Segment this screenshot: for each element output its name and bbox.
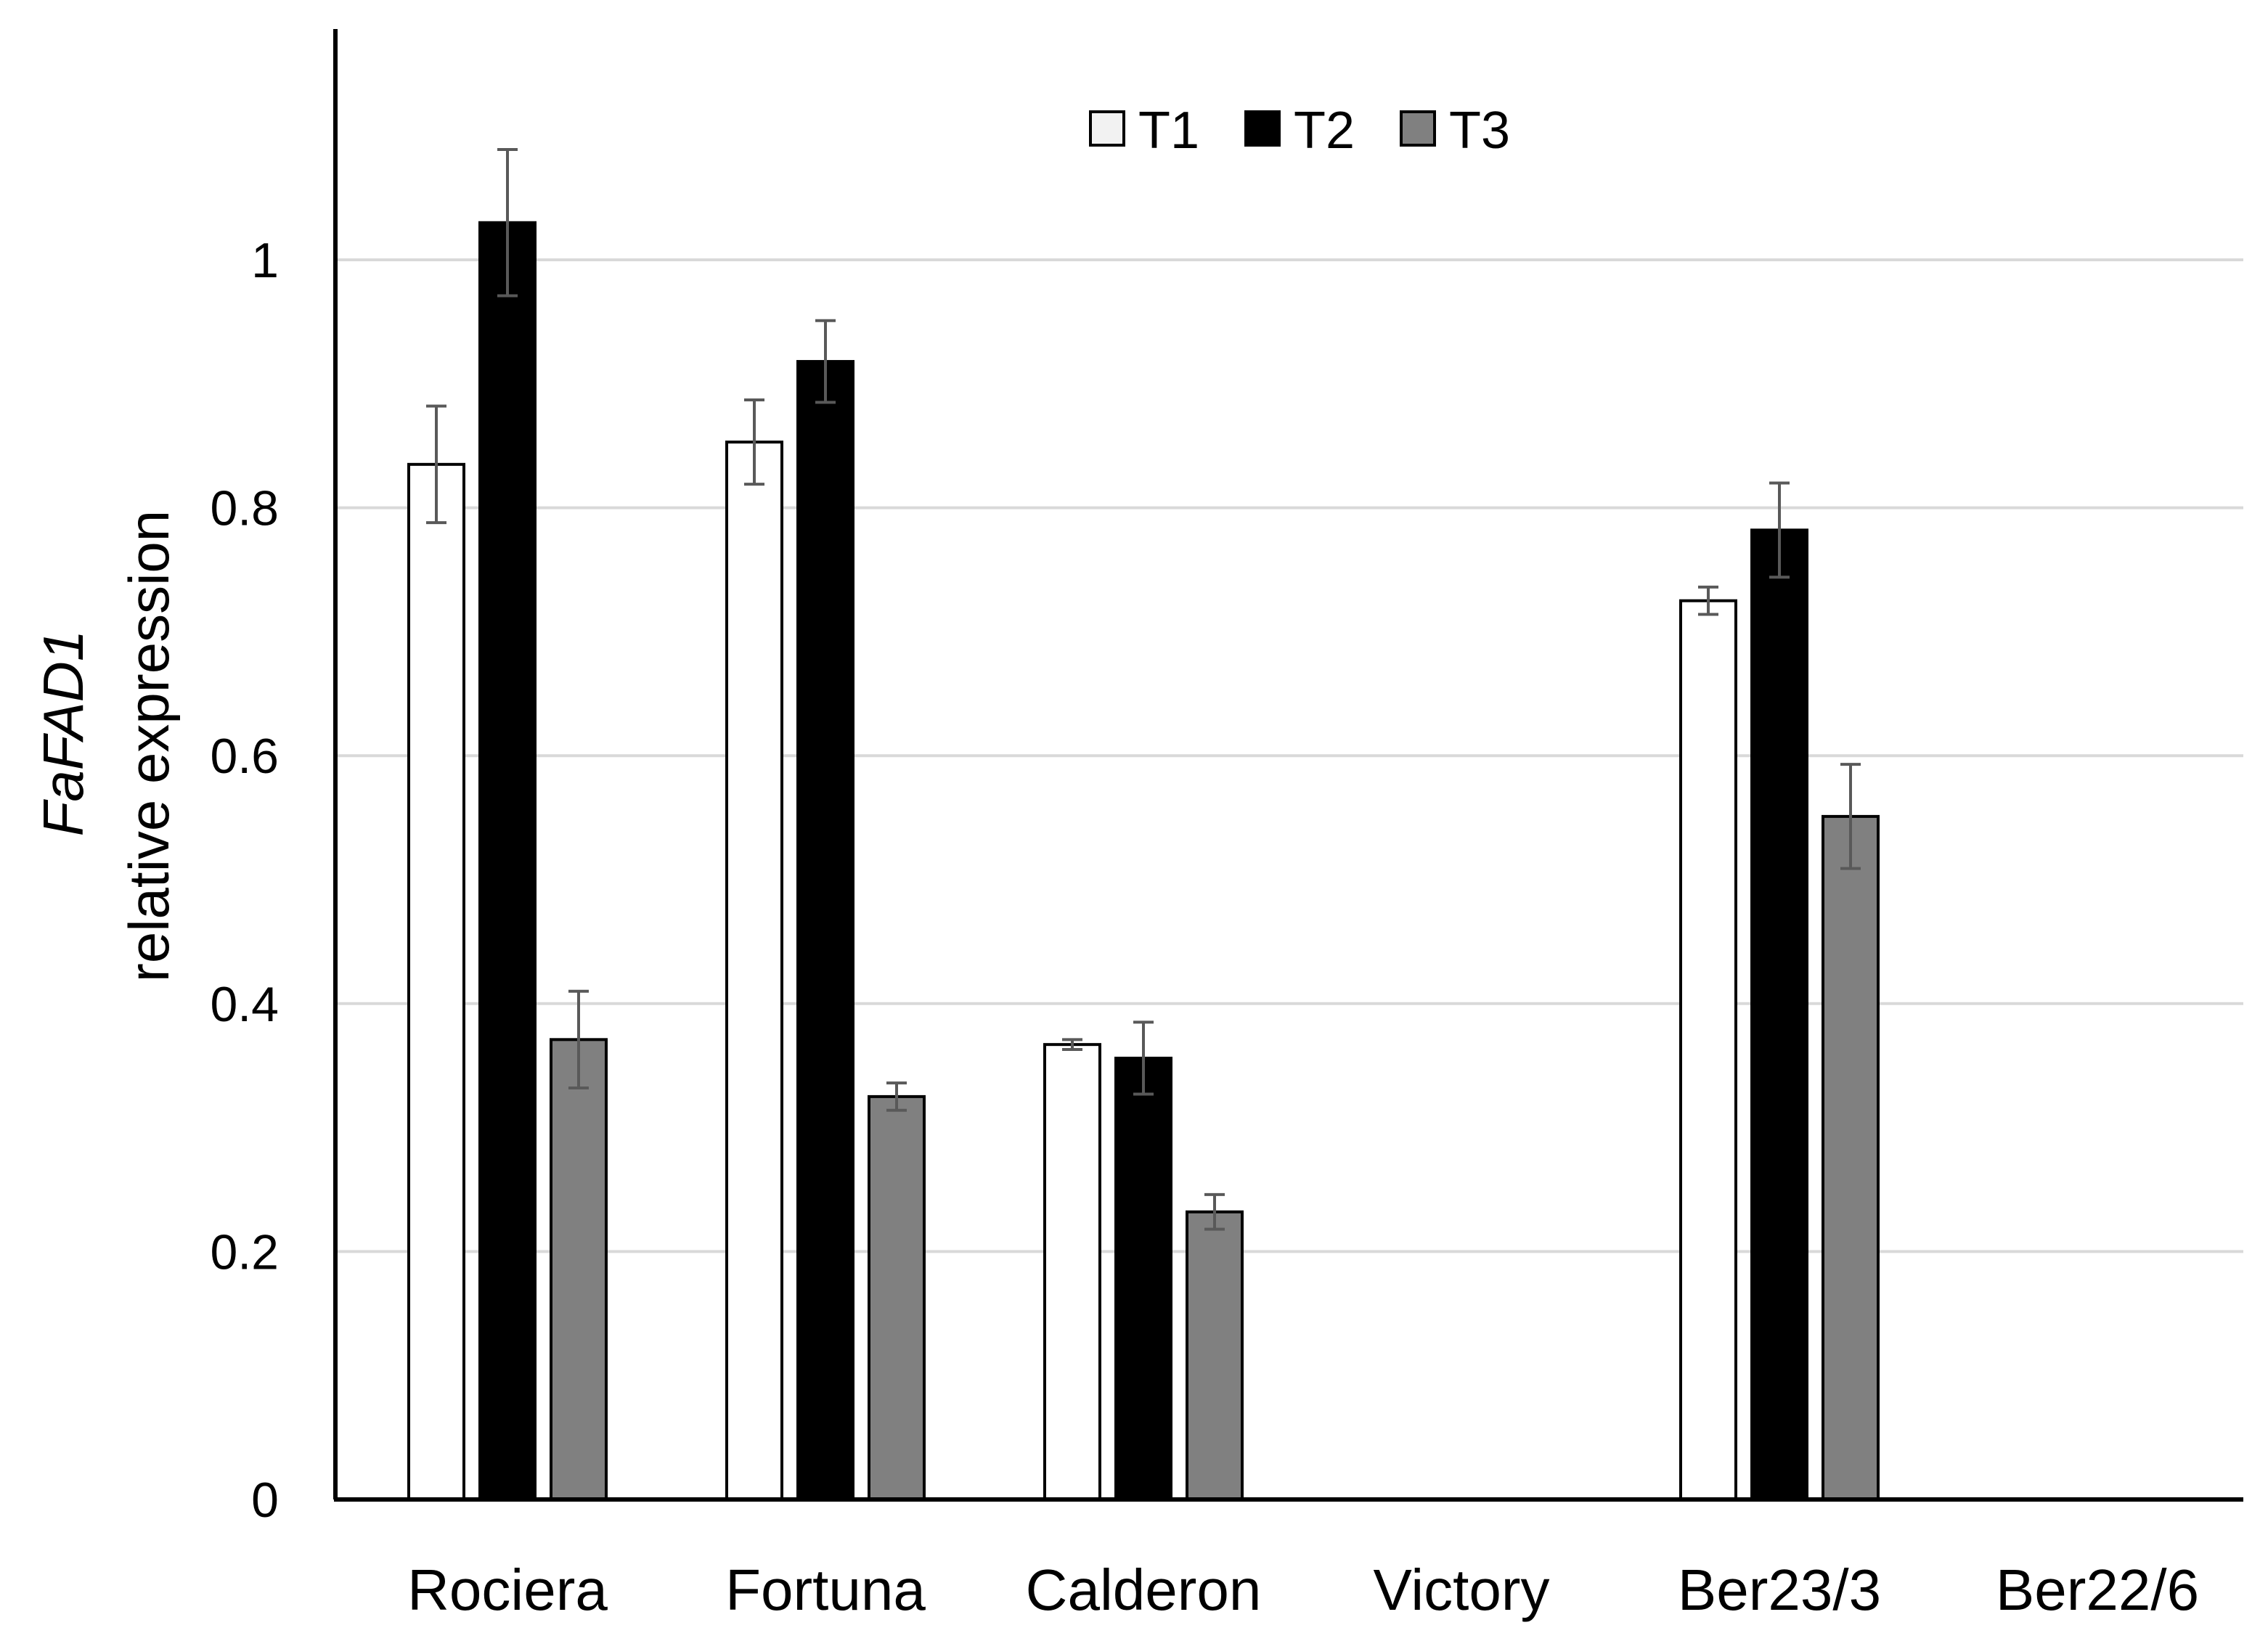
category-labels: Rociera Fortuna Calderon Victory Ber23/3 Ber2… — [407, 1558, 2199, 1622]
legend-swatch-t2 — [1244, 110, 1281, 147]
bar-t2-rociera — [478, 221, 537, 1501]
y-tick-label: 1 — [251, 233, 279, 288]
category-label: Ber22/6 — [1996, 1558, 2199, 1622]
y-tick-label: 0.2 — [210, 1224, 279, 1280]
bar-t3-ber233 — [1822, 814, 1880, 1501]
bar-t1-fortuna — [725, 441, 783, 1501]
legend-label-t1: T1 — [1138, 102, 1199, 160]
y-tick-label: 0 — [251, 1473, 279, 1528]
bar-t3-fortuna — [868, 1094, 926, 1501]
axes — [333, 29, 2243, 1502]
y-tick-label: 0.8 — [210, 481, 279, 536]
bars — [407, 221, 1880, 1502]
gridlines — [335, 258, 2243, 1253]
category-label: Victory — [1373, 1558, 1549, 1622]
y-tick-label: 0.4 — [210, 977, 279, 1032]
bar-t3-calderon — [1186, 1210, 1244, 1502]
bar-t1-rociera — [407, 462, 465, 1502]
legend: T1 T2 T3 — [1089, 102, 1510, 160]
bar-t2-calderon — [1114, 1056, 1172, 1501]
category-label: Fortuna — [725, 1558, 926, 1622]
legend-swatch-t1 — [1089, 110, 1125, 147]
category-label: Ber23/3 — [1678, 1558, 1881, 1622]
bar-t2-fortuna — [796, 360, 854, 1501]
y-axis-title: FaFAD1 relative expression — [31, 510, 181, 982]
category-label: Calderon — [1026, 1558, 1262, 1622]
y-axis-gene-label: FaFAD1 — [31, 630, 95, 837]
legend-label-t3: T3 — [1449, 102, 1510, 160]
y-axis-label: relative expression — [117, 510, 181, 982]
y-tick-labels: 0 0.2 0.4 0.6 0.8 1 — [210, 233, 279, 1528]
bar-t3-rociera — [550, 1038, 608, 1502]
bar-t1-ber233 — [1679, 599, 1737, 1502]
legend-label-t2: T2 — [1294, 102, 1355, 160]
y-tick-label: 0.6 — [210, 729, 279, 784]
error-bars — [426, 147, 1861, 1231]
legend-swatch-t3 — [1400, 110, 1436, 147]
category-label: Rociera — [407, 1558, 608, 1622]
bar-t2-ber233 — [1750, 528, 1808, 1501]
bar-t1-calderon — [1043, 1043, 1101, 1501]
